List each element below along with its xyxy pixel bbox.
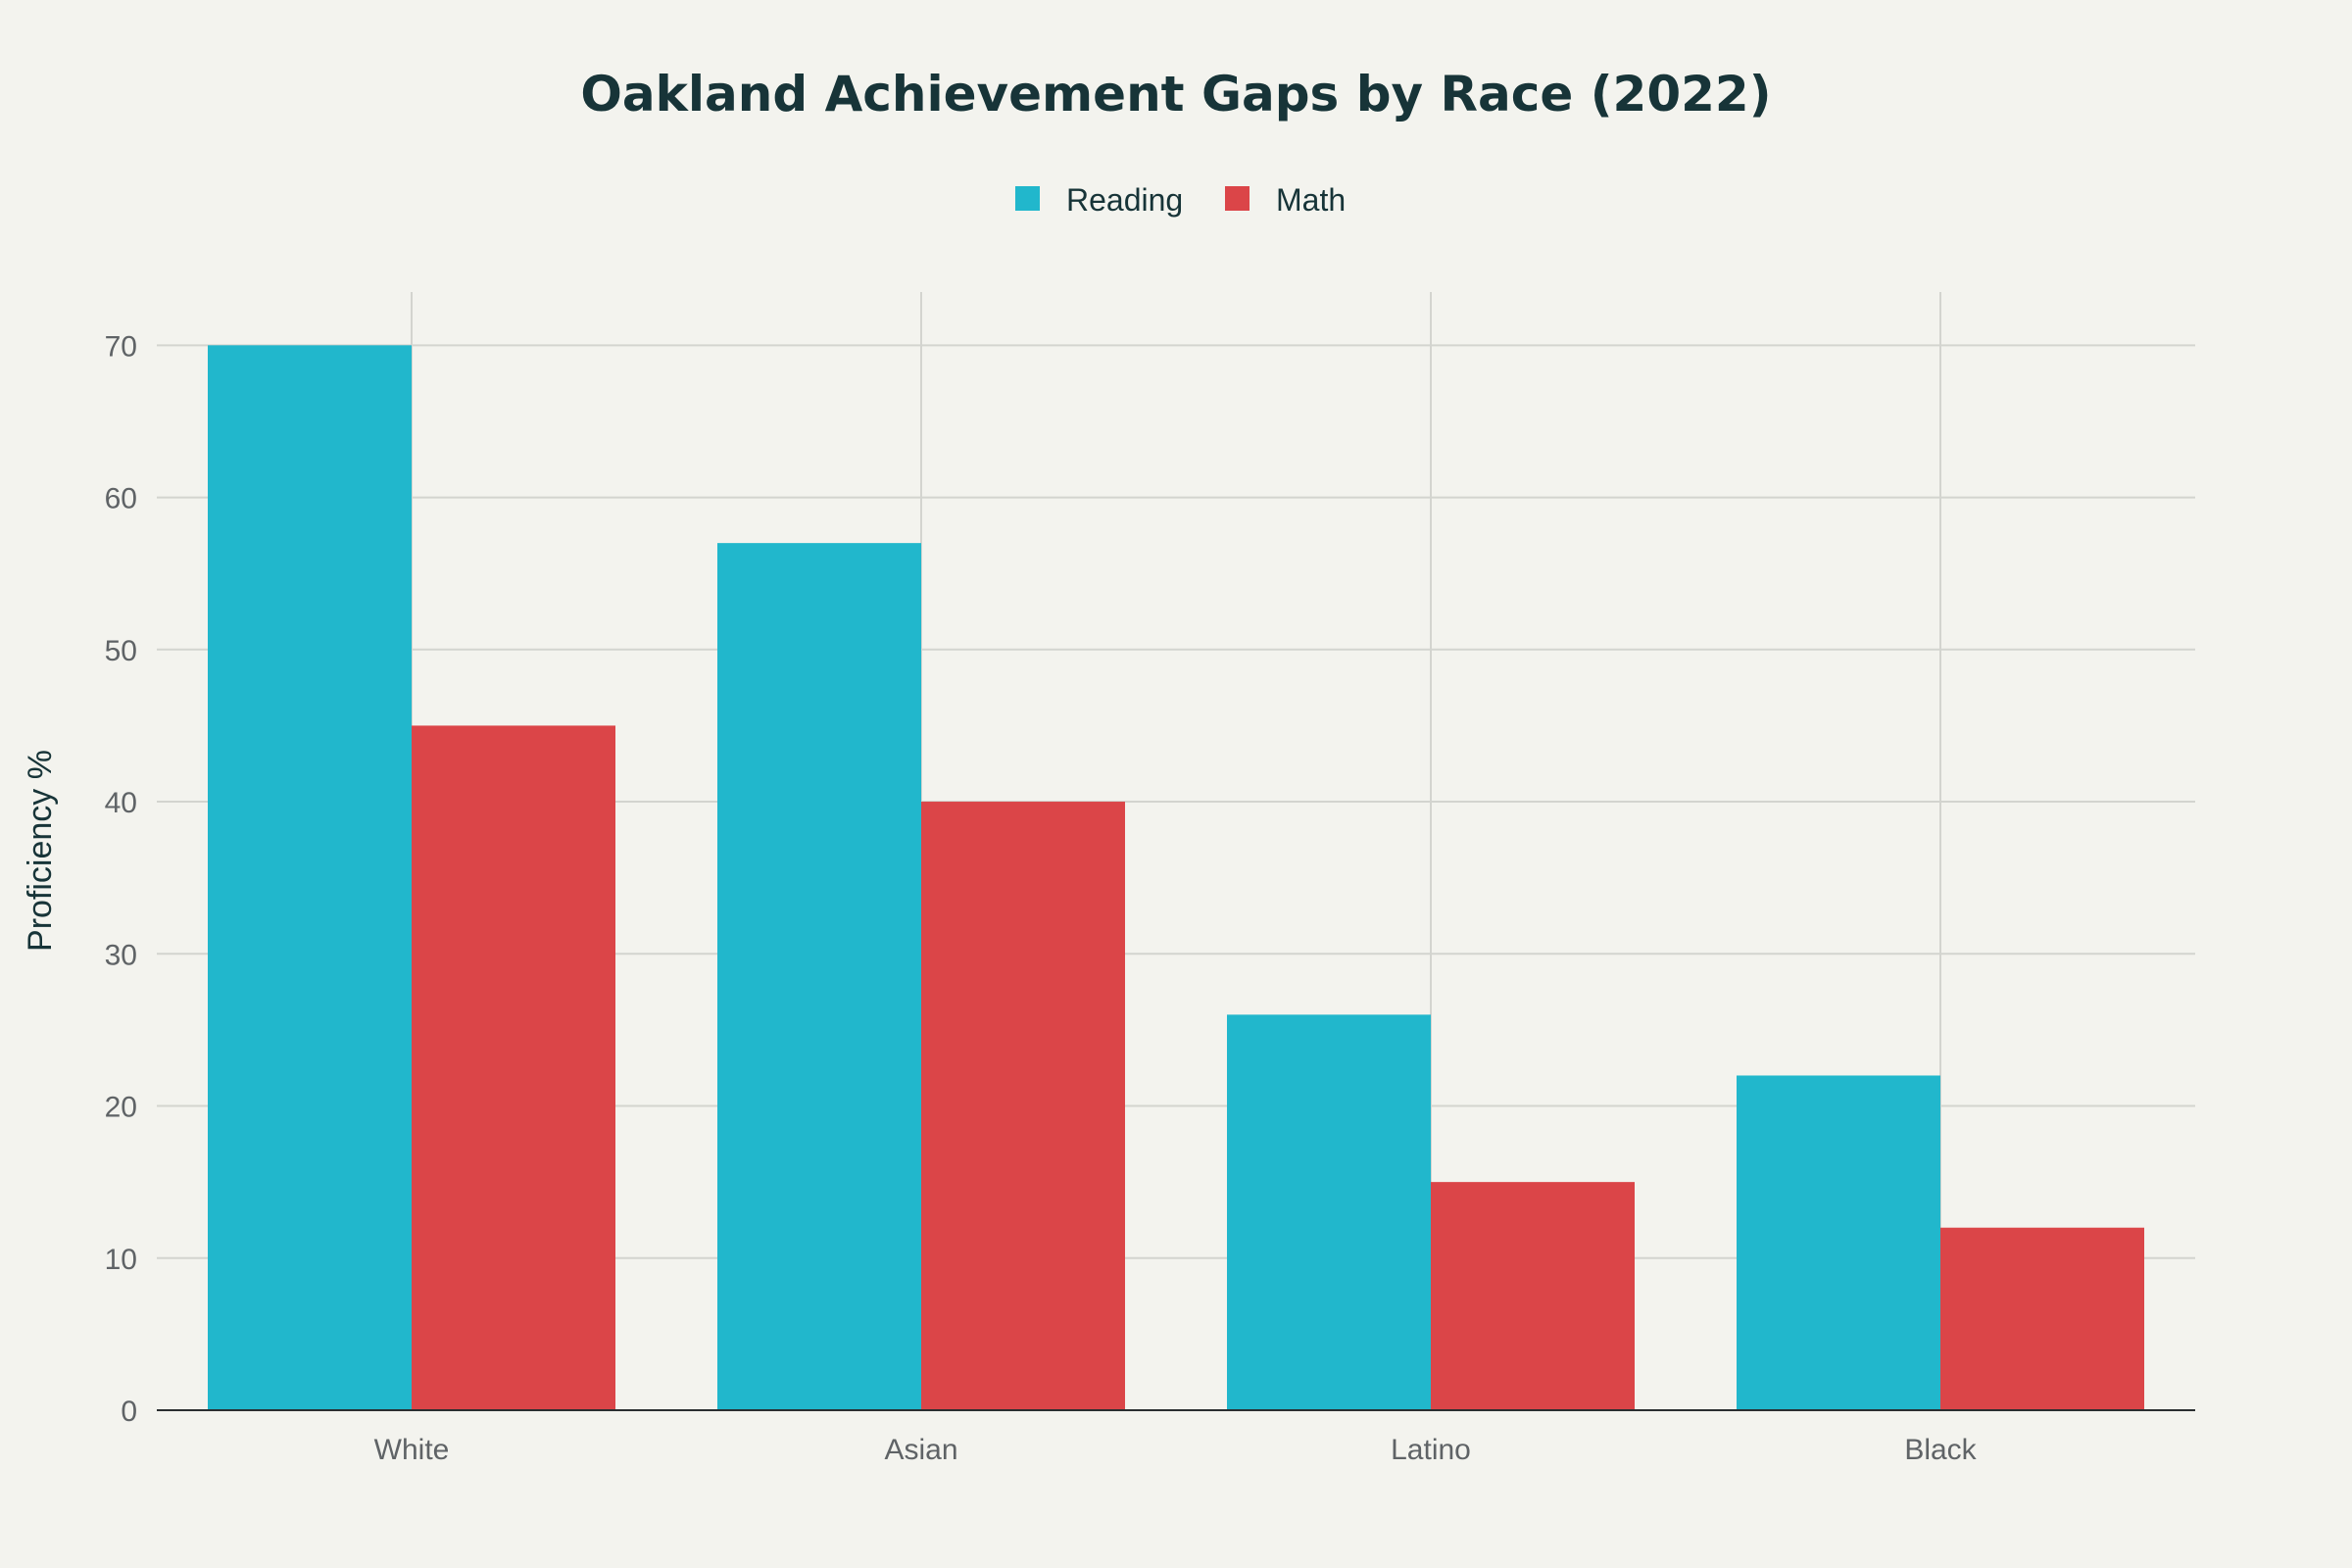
bar-math-white[interactable] <box>412 725 615 1410</box>
x-tick-label: Asian <box>884 1434 957 1466</box>
legend-label-math[interactable]: Math <box>1276 182 1346 218</box>
y-tick-label: 40 <box>105 787 137 819</box>
y-tick-label: 20 <box>105 1092 137 1124</box>
y-axis-title: Proficiency % <box>22 750 59 952</box>
x-tick-label: White <box>374 1434 450 1466</box>
bar-math-asian[interactable] <box>921 802 1125 1410</box>
y-tick-label: 10 <box>105 1244 137 1276</box>
y-tick-label: 70 <box>105 330 137 363</box>
x-tick-label: Black <box>1904 1434 1977 1466</box>
bar-math-latino[interactable] <box>1431 1182 1635 1410</box>
y-tick-label: 60 <box>105 483 137 515</box>
bar-reading-black[interactable] <box>1737 1075 1940 1410</box>
y-tick-label: 0 <box>121 1396 137 1428</box>
bar-reading-asian[interactable] <box>717 543 921 1410</box>
y-tick-label: 30 <box>105 939 137 971</box>
bar-reading-latino[interactable] <box>1227 1014 1431 1410</box>
legend-label-reading[interactable]: Reading <box>1066 182 1183 218</box>
bars <box>208 345 2144 1410</box>
chart-title: Oakland Achievement Gaps by Race (2022) <box>580 66 1771 122</box>
ticks: 0 10 20 30 40 50 60 70 White Asian Latino Black <box>105 330 1978 1466</box>
legend: Reading Math <box>1015 182 1346 218</box>
legend-swatch-math <box>1225 186 1250 211</box>
y-tick-label: 50 <box>105 635 137 667</box>
legend-swatch-reading <box>1015 186 1040 211</box>
bar-math-black[interactable] <box>1940 1227 2144 1410</box>
bar-reading-white[interactable] <box>208 345 412 1410</box>
x-tick-label: Latino <box>1391 1434 1471 1466</box>
